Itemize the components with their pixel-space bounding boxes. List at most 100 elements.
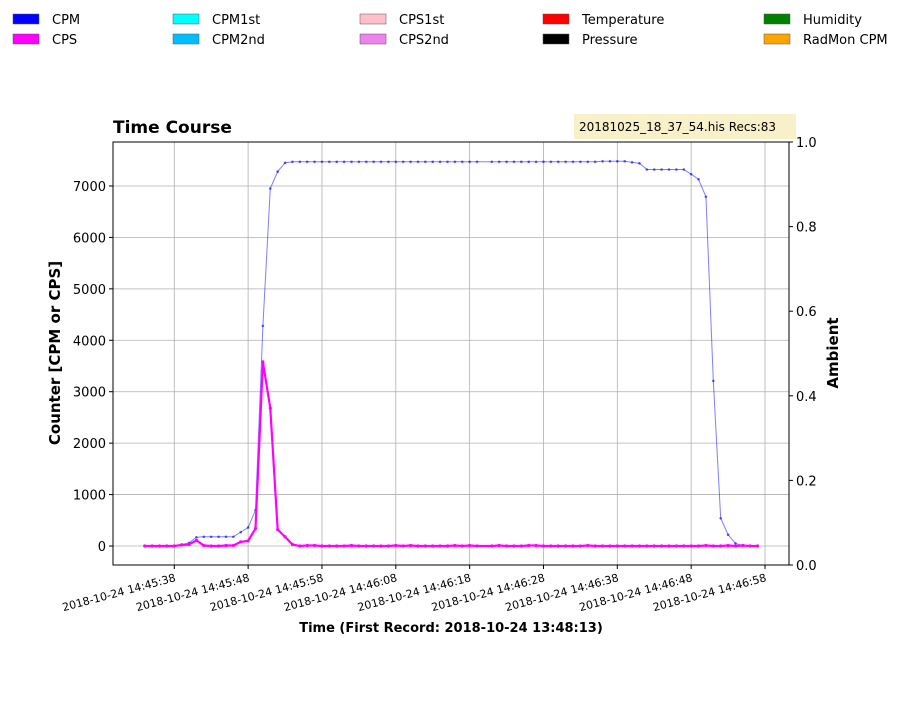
data-point [386,544,391,548]
data-point [564,544,568,548]
data-point [320,544,324,548]
legend-swatch [359,13,387,25]
data-point [416,160,420,164]
data-point [446,160,449,164]
data-point [387,160,390,164]
y-tick-label: 7000 [73,180,106,195]
legend-swatch [12,13,40,25]
data-point [556,544,560,548]
data-point [335,544,339,548]
data-point [645,168,649,171]
data-point [445,544,450,548]
data-point [328,160,331,164]
legend-label: CPS2nd [399,33,449,48]
data-point [202,535,206,539]
data-point [527,543,531,548]
data-point [586,160,590,164]
data-point [291,160,294,164]
data-point [342,544,346,548]
data-point [696,544,701,548]
data-point [541,544,546,548]
series-line [144,361,758,548]
data-point [283,535,287,539]
data-point [534,160,538,164]
legend-swatch [763,33,791,45]
data-point [335,160,339,164]
legend-label: CPS [52,33,77,48]
legend-swatch [763,13,791,25]
legend-label: Humidity [803,13,862,28]
y-tick-label: 4000 [73,334,106,349]
data-point [298,160,302,164]
legend-label: CPM2nd [212,33,265,48]
data-point [224,535,228,539]
legend-label: CPS1st [399,13,444,28]
data-point [490,544,494,548]
data-point [726,533,730,537]
data-point [512,544,516,548]
data-point [719,544,723,548]
data-point [394,543,398,548]
y-tick-label: 5000 [73,283,106,298]
data-point [527,160,531,164]
data-point [564,160,567,164]
data-point [453,543,457,548]
data-point [276,170,279,173]
data-point [608,159,612,163]
data-point [748,544,752,548]
data-point [697,177,700,181]
annotation: 20181025_18_37_54.his Recs:83 [579,120,776,134]
data-point [438,544,442,548]
data-point [660,168,663,171]
data-point [364,160,368,164]
series-line [144,160,758,547]
data-point [711,544,715,548]
data-point [519,544,523,548]
data-point [571,544,575,548]
data-point [364,544,368,548]
data-point [357,544,361,548]
data-point [224,543,228,548]
data-point [408,543,413,548]
data-point [253,526,258,531]
data-point [150,544,154,548]
legend-label: Temperature [581,13,664,28]
legend-label: CPM1st [212,13,260,28]
y-tick-label: 6000 [73,231,106,246]
data-point [216,544,221,548]
data-point [231,543,235,548]
legend-label: RadMon CPM [803,33,888,48]
legend-swatch [172,13,200,25]
y2-axis-label: Ambient [824,317,842,388]
data-point [409,160,412,164]
legend-swatch [359,33,387,45]
data-point [593,160,597,164]
legend-swatch [542,33,570,45]
data-point [689,544,693,548]
data-point [261,360,265,364]
data-point [490,160,494,164]
data-point [475,160,479,164]
data-point [675,168,678,171]
data-point [468,543,472,548]
data-point [660,544,664,548]
data-point [719,516,722,520]
data-point [195,535,198,539]
data-point [261,324,265,328]
y2-tick-label: 0.2 [796,474,817,489]
data-point [704,195,708,199]
data-point [601,159,604,163]
plot-frame [112,141,790,566]
data-point [194,538,199,542]
data-point [652,544,656,548]
data-point [600,544,605,548]
data-point [305,160,309,164]
y2-tick-label: 0.0 [796,559,817,574]
data-point [682,168,686,171]
legend-swatch [12,33,40,45]
data-point [637,544,642,548]
legend-label: CPM [52,13,80,28]
data-point [542,160,545,164]
data-point [313,160,316,164]
data-point [357,160,361,164]
